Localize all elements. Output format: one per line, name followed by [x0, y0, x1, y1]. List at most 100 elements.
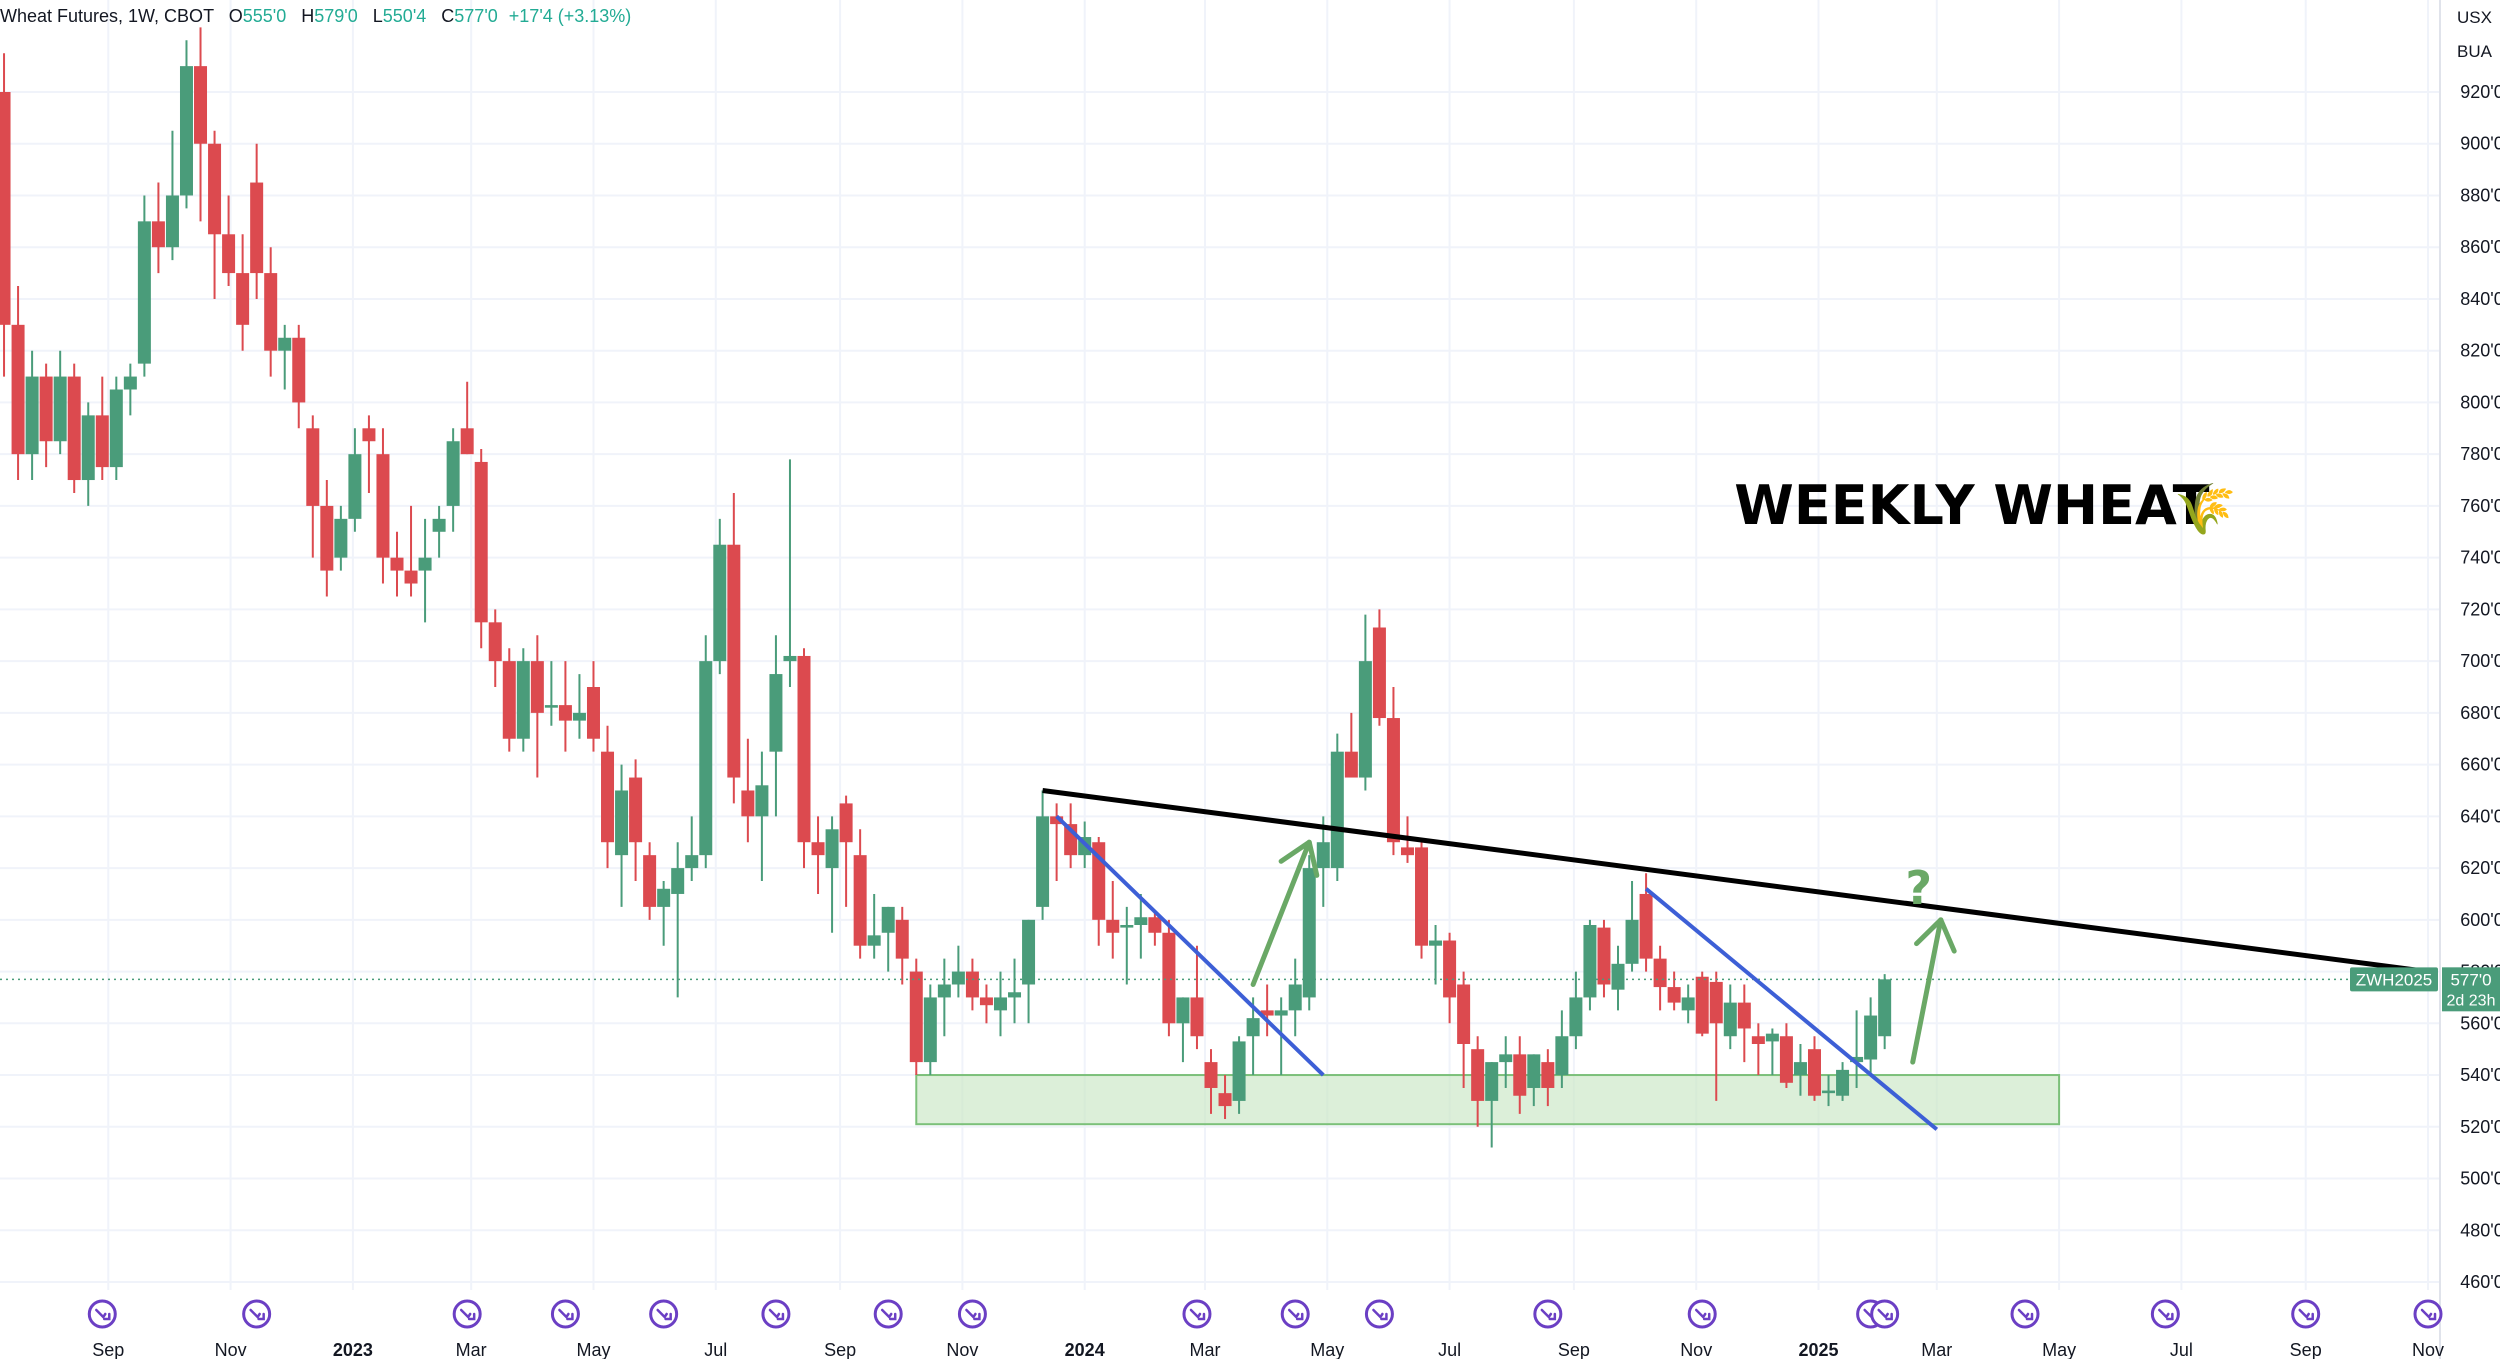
- candle-down[interactable]: [320, 505, 334, 571]
- candle-up[interactable]: [109, 389, 123, 468]
- currency-unit[interactable]: USX: [2457, 8, 2492, 27]
- candle-up[interactable]: [1120, 925, 1134, 928]
- event-marker-icon[interactable]: [1364, 1299, 1394, 1329]
- candle-down[interactable]: [1597, 927, 1611, 985]
- candle-up[interactable]: [1836, 1069, 1850, 1096]
- candle-up[interactable]: [783, 655, 797, 662]
- candle-up[interactable]: [1878, 979, 1892, 1037]
- event-marker-icon[interactable]: [1687, 1299, 1717, 1329]
- candle-up[interactable]: [1358, 661, 1372, 778]
- candle-up[interactable]: [516, 661, 530, 739]
- candle-up[interactable]: [1555, 1036, 1569, 1076]
- candle-down[interactable]: [67, 376, 81, 481]
- time-axis[interactable]: Sep Nov 2023 Mar May Jul Sep Nov 2024 Mar May Jul Se…: [92, 1340, 2444, 1359]
- candle-up[interactable]: [825, 829, 839, 869]
- event-marker-icon[interactable]: [761, 1299, 791, 1329]
- candle-down[interactable]: [586, 687, 600, 739]
- candle-down[interactable]: [1709, 981, 1723, 1024]
- drawing-overlays[interactable]: [0, 787, 2440, 1131]
- candle-down[interactable]: [853, 855, 867, 946]
- event-marker-icon[interactable]: [2291, 1299, 2321, 1329]
- candle-up[interactable]: [657, 888, 671, 907]
- event-marker-icon[interactable]: [2413, 1299, 2443, 1329]
- candle-up[interactable]: [1625, 919, 1639, 964]
- candle-down[interactable]: [1639, 893, 1653, 959]
- candle-down[interactable]: [1471, 1049, 1485, 1101]
- candle-down[interactable]: [460, 428, 474, 455]
- candle-up[interactable]: [137, 221, 151, 364]
- candle-up[interactable]: [572, 712, 586, 721]
- candle-up[interactable]: [685, 855, 699, 869]
- candle-down[interactable]: [1653, 958, 1667, 988]
- candle-down[interactable]: [1190, 997, 1204, 1037]
- candle-down[interactable]: [1372, 627, 1386, 719]
- quantity-unit[interactable]: BUA: [2457, 42, 2492, 61]
- candle-up[interactable]: [713, 544, 727, 662]
- candle-down[interactable]: [306, 428, 320, 506]
- candle-up[interactable]: [615, 790, 629, 856]
- candle-down[interactable]: [1751, 1036, 1765, 1044]
- candle-up[interactable]: [1681, 997, 1695, 1011]
- candle-up[interactable]: [334, 518, 348, 558]
- candle-down[interactable]: [1106, 919, 1120, 933]
- candle-up[interactable]: [1302, 868, 1316, 998]
- price-axis[interactable]: 460'0480'0500'0520'0540'0560'0580'0600'0…: [2439, 0, 2500, 1359]
- up-arrow[interactable]: [1910, 917, 1957, 1065]
- candle-down[interactable]: [95, 415, 109, 468]
- candle-down[interactable]: [797, 655, 811, 843]
- event-markers[interactable]: [87, 1299, 2443, 1329]
- candle-up[interactable]: [937, 984, 951, 998]
- candle-down[interactable]: [362, 428, 376, 442]
- candle-up[interactable]: [81, 415, 95, 481]
- candle-up[interactable]: [25, 376, 39, 455]
- candle-down[interactable]: [979, 997, 993, 1006]
- candle-down[interactable]: [39, 376, 53, 442]
- candle-up[interactable]: [1176, 997, 1190, 1024]
- event-marker-icon[interactable]: [873, 1299, 903, 1329]
- candle-up[interactable]: [867, 935, 881, 946]
- event-marker-icon[interactable]: [1280, 1299, 1310, 1329]
- candle-up[interactable]: [432, 518, 446, 532]
- candle-up[interactable]: [671, 868, 685, 894]
- event-marker-icon[interactable]: [1533, 1299, 1563, 1329]
- candle-up[interactable]: [993, 997, 1007, 1011]
- candle-down[interactable]: [1260, 1010, 1274, 1016]
- event-marker-icon[interactable]: [649, 1299, 679, 1329]
- candle-up[interactable]: [755, 785, 769, 817]
- candle-down[interactable]: [236, 273, 250, 325]
- candle-down[interactable]: [1204, 1062, 1218, 1088]
- candle-down[interactable]: [222, 234, 236, 274]
- candle-down[interactable]: [194, 66, 208, 144]
- event-marker-icon[interactable]: [1870, 1299, 1900, 1329]
- candle-down[interactable]: [643, 855, 657, 907]
- candle-down[interactable]: [250, 182, 264, 274]
- event-marker-icon[interactable]: [242, 1299, 272, 1329]
- candle-up[interactable]: [1330, 751, 1344, 869]
- candle-up[interactable]: [1429, 940, 1443, 946]
- candle-up[interactable]: [1723, 1002, 1737, 1037]
- candle-down[interactable]: [601, 751, 615, 843]
- candle-up[interactable]: [418, 557, 432, 571]
- candle-up[interactable]: [1246, 1018, 1260, 1037]
- candle-down[interactable]: [1148, 917, 1162, 933]
- candle-down[interactable]: [965, 971, 979, 998]
- candle-up[interactable]: [951, 971, 965, 985]
- resistance-trendline[interactable]: [1042, 787, 2429, 975]
- event-marker-icon[interactable]: [550, 1299, 580, 1329]
- candle-down[interactable]: [1386, 718, 1400, 843]
- candle-up[interactable]: [1316, 842, 1330, 869]
- candle-down[interactable]: [1344, 751, 1358, 778]
- candle-up[interactable]: [123, 376, 137, 390]
- symbol-info[interactable]: Wheat Futures, 1W, CBOT: [0, 6, 214, 26]
- candle-up[interactable]: [446, 441, 460, 506]
- candle-up[interactable]: [1008, 992, 1022, 998]
- candle-down[interactable]: [1513, 1054, 1527, 1096]
- candle-up[interactable]: [1850, 1056, 1864, 1063]
- candle-up[interactable]: [1499, 1054, 1513, 1063]
- candle-down[interactable]: [1457, 984, 1471, 1045]
- candle-up[interactable]: [699, 661, 713, 856]
- candle-down[interactable]: [839, 803, 853, 843]
- candle-down[interactable]: [0, 92, 11, 325]
- candle-down[interactable]: [1695, 976, 1709, 1034]
- candle-down[interactable]: [1218, 1093, 1232, 1107]
